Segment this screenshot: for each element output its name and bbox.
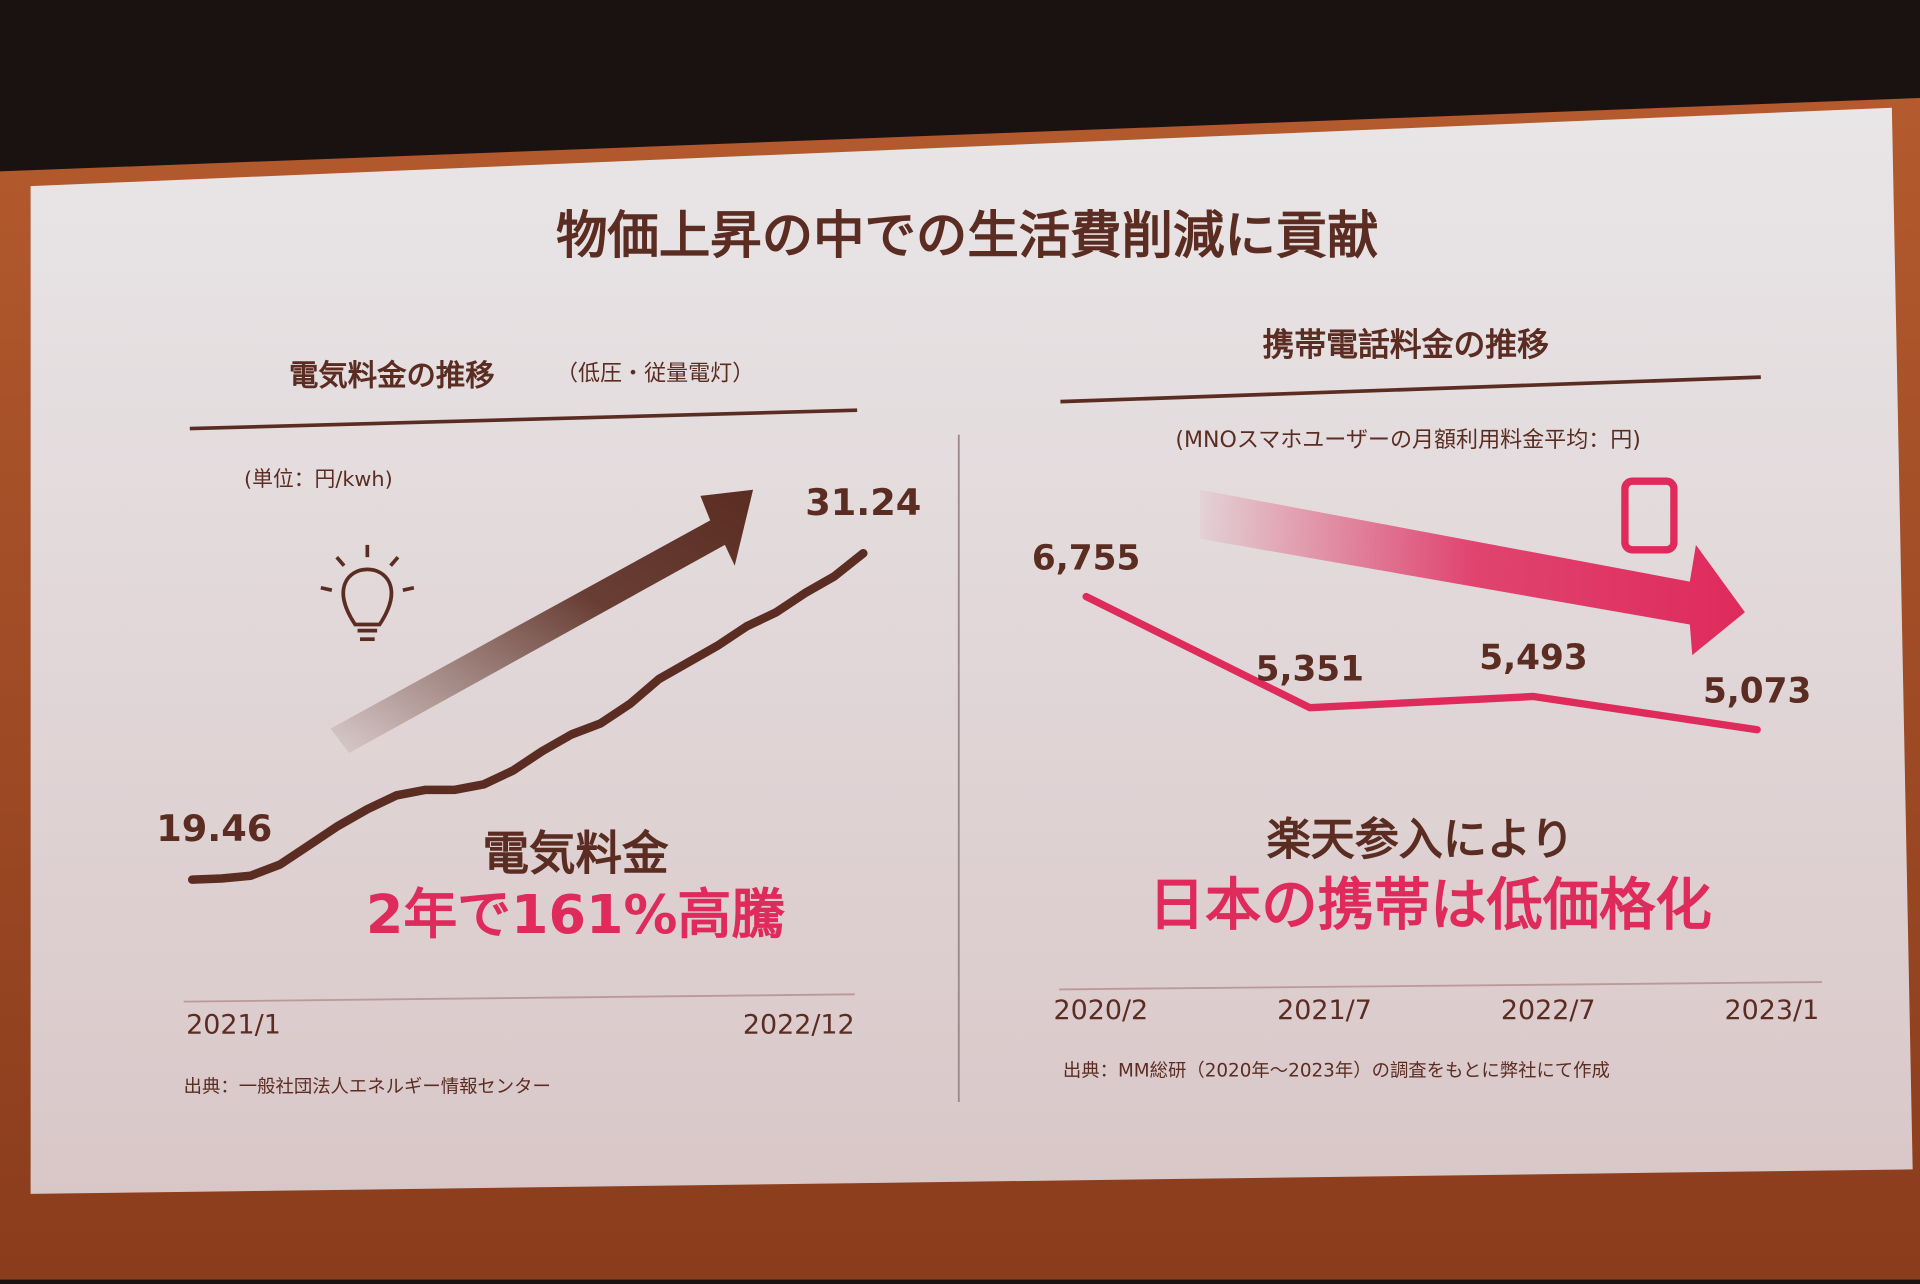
- x-tick-label: 2021/7: [1277, 995, 1372, 1026]
- title-rule: [1060, 375, 1761, 404]
- x-tick-label: 2023/1: [1724, 995, 1819, 1026]
- data-line: [187, 548, 868, 884]
- data-line: [1082, 592, 1761, 734]
- slide-title: 物価上昇の中での生活費削減に貢献: [556, 206, 1379, 266]
- title-rule: [189, 408, 858, 431]
- x-tick-label: 2022/12: [743, 1010, 855, 1041]
- headline: 2年で161%高騰: [366, 883, 785, 946]
- x-axis: [1059, 981, 1823, 991]
- unit-note: (単位：円/kwh): [244, 467, 393, 491]
- headline: 電気料金: [482, 827, 669, 881]
- source-note: 出典：一般社団法人エネルギー情報センター: [184, 1076, 551, 1097]
- trend-arrow: [1200, 489, 1745, 656]
- x-tick-label: 2020/2: [1053, 995, 1148, 1026]
- x-tick-label: 2021/1: [186, 1010, 281, 1041]
- x-tick-label: 2022/7: [1501, 995, 1596, 1026]
- screen: [30, 107, 1913, 1194]
- data-label: 5,351: [1256, 649, 1364, 689]
- phone-icon: [1621, 477, 1678, 554]
- chart-title: 携帯電話料金の推移: [1262, 326, 1549, 364]
- data-label: 19.46: [156, 807, 272, 850]
- trend-arrow: [330, 489, 754, 754]
- chart-subtitle: （低圧・従量電灯）: [556, 362, 754, 387]
- chart-title: 電気料金の推移: [289, 359, 495, 393]
- lightbulb-icon: [320, 544, 415, 642]
- x-axis: [183, 993, 855, 1003]
- data-label: 6,755: [1032, 538, 1140, 578]
- headline: 日本の携帯は低価格化: [1149, 873, 1712, 938]
- data-label: 31.24: [805, 481, 921, 524]
- data-label: 5,073: [1703, 672, 1811, 712]
- unit-note: (MNOスマホユーザーの月額利用料金平均：円): [1175, 428, 1640, 453]
- source-note: 出典：MM総研（2020年～2023年）の調査をもとに弊社にて作成: [1063, 1060, 1610, 1081]
- headline: 楽天参入により: [1267, 814, 1575, 865]
- data-label: 5,493: [1479, 638, 1587, 678]
